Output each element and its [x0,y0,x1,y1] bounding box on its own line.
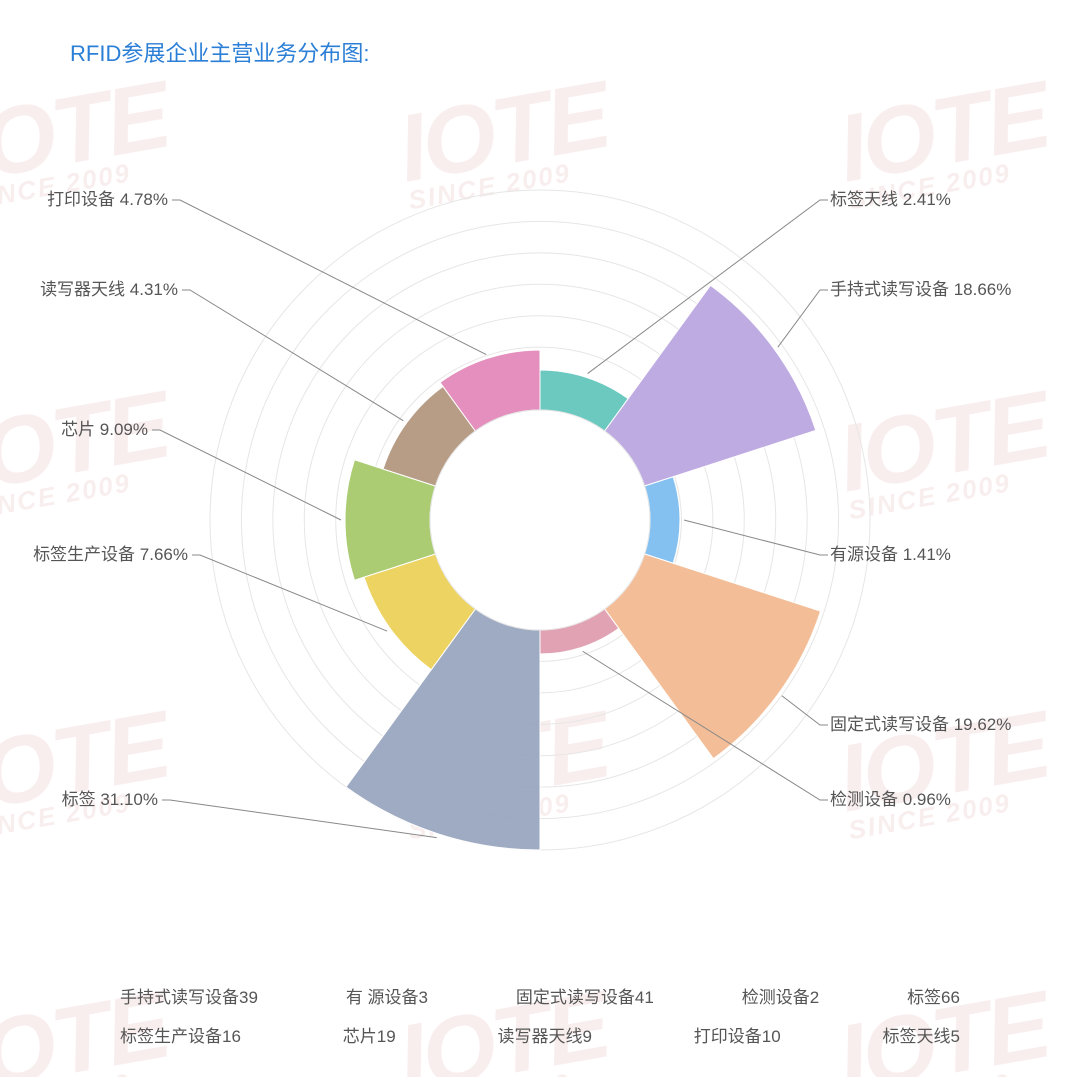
legend-item: 手持式读写设备39 [120,983,258,1008]
legend-item: 固定式读写设备41 [516,983,654,1008]
legend-item: 检测设备2 [742,983,819,1008]
slice-label: 标签生产设备 7.66% [33,545,188,564]
legend-item: 标签生产设备16 [120,1022,241,1047]
slice-label: 有源设备 1.41% [830,545,951,564]
slice-label: 标签天线 2.41% [830,190,951,209]
leader-line [172,200,486,355]
legend-item: 标签66 [907,983,960,1008]
slice-label: 芯片 9.09% [61,420,148,439]
chart-slice [605,285,816,486]
slice-label: 固定式读写设备 19.62% [830,715,1011,734]
legend-item: 读写器天线9 [497,1022,591,1047]
legend-item: 有 源设备3 [346,983,428,1008]
leader-line [152,430,341,520]
legend-item: 标签天线5 [882,1022,959,1047]
leader-line [182,290,403,421]
legend-row: 手持式读写设备39 有 源设备3 固定式读写设备41 检测设备2 标签66 [120,983,960,1008]
slice-label: 打印设备 4.78% [47,190,168,209]
legend-item: 打印设备10 [694,1022,781,1047]
leader-line [782,696,828,725]
slice-label: 手持式读写设备 18.66% [830,280,1011,299]
polar-chart: 标签天线 2.41% 手持式读写设备 18.66% 有源设备 1.41% 固定式读写设… [0,120,1080,940]
legend-item: 芯片19 [343,1022,396,1047]
slice-label: 标签 31.10% [62,790,158,809]
legend-block: 手持式读写设备39 有 源设备3 固定式读写设备41 检测设备2 标签66 标签… [0,983,1080,1047]
slice-label: 读写器天线 4.31% [40,280,178,299]
slice-label: 检测设备 0.96% [830,790,951,809]
legend-row: 标签生产设备16 芯片19 读写器天线9 打印设备10 标签天线5 [120,1022,960,1047]
leader-line [778,290,828,347]
chart-slice [605,554,821,759]
chart-title: RFID参展企业主营业务分布图: [70,36,369,68]
